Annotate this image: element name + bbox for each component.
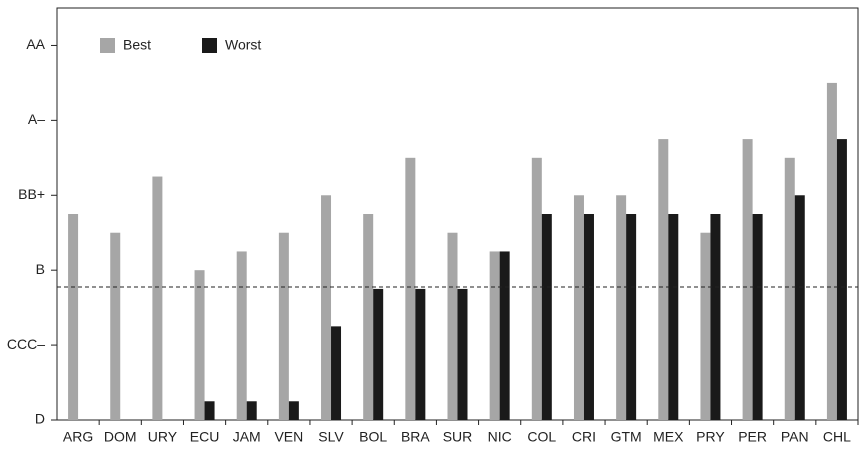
bar [489,251,500,420]
bar [573,195,584,420]
x-tick-label: GTM [611,429,642,445]
bar [499,251,510,420]
y-tick-label: CCC– [7,336,45,352]
bar [152,176,163,420]
x-tick-label: CHL [823,429,851,445]
x-tick-label: COL [527,429,556,445]
x-tick-label: SUR [443,429,473,445]
x-tick-label: VEN [274,429,303,445]
bar [331,326,342,420]
x-tick-label: ARG [63,429,93,445]
y-tick-label: BB+ [18,186,45,202]
x-tick-label: PAN [781,429,809,445]
bar [700,232,711,420]
bar [531,157,542,420]
bar [836,139,847,420]
legend-label: Worst [225,37,261,53]
bar [742,139,753,420]
bar [457,288,468,420]
y-tick-label: D [35,411,45,427]
x-tick-label: JAM [233,429,261,445]
bar [794,195,805,420]
bar [363,214,374,420]
x-tick-label: URY [148,429,178,445]
bar [194,270,205,420]
bar [616,195,627,420]
y-tick-label: B [36,261,45,277]
bar [826,82,837,420]
bar [784,157,795,420]
bar [204,401,215,420]
bar [68,214,79,420]
y-tick-label: A– [28,111,45,127]
bar [321,195,332,420]
x-tick-label: ECU [190,429,220,445]
x-tick-label: MEX [653,429,684,445]
bar [658,139,669,420]
x-tick-label: BRA [401,429,430,445]
bar [373,288,384,420]
x-tick-label: PRY [696,429,725,445]
y-tick-label: AA [26,36,45,52]
bar [246,401,257,420]
bar [415,288,426,420]
bar [110,232,121,420]
bar [752,214,763,420]
legend-swatch [100,38,115,53]
bar [668,214,679,420]
x-tick-label: SLV [318,429,344,445]
bar [288,401,299,420]
bar [278,232,289,420]
bar [405,157,416,420]
bar [541,214,552,420]
bar [710,214,721,420]
bar [236,251,247,420]
x-tick-label: NIC [488,429,512,445]
x-tick-label: CRI [572,429,596,445]
x-tick-label: DOM [104,429,137,445]
bar [626,214,637,420]
x-tick-label: PER [738,429,767,445]
x-tick-label: BOL [359,429,387,445]
bar [583,214,594,420]
legend-swatch [202,38,217,53]
bar [447,232,458,420]
legend-label: Best [123,37,151,53]
